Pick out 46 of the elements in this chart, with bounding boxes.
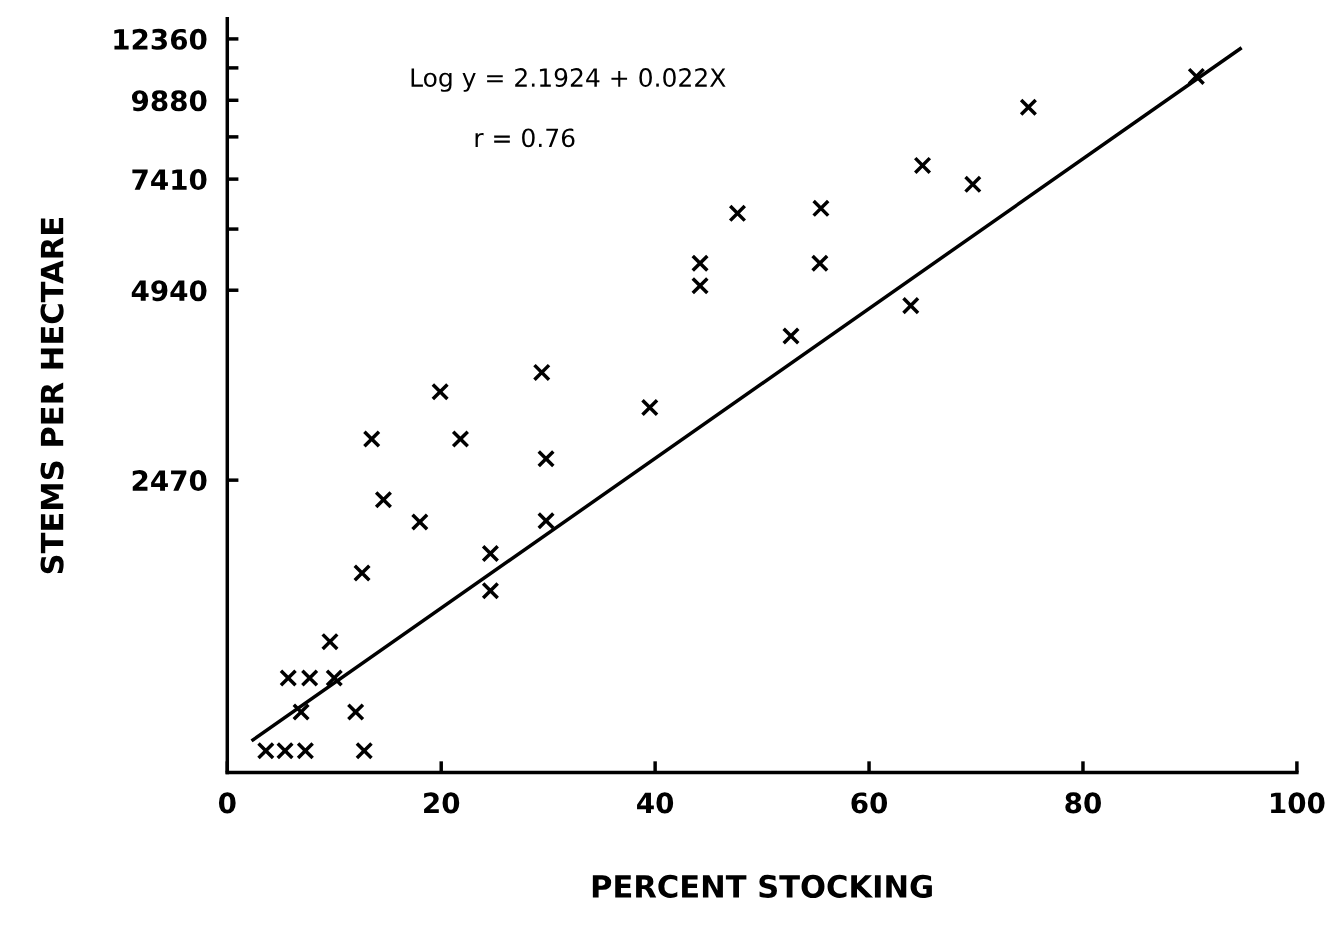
point: [1187, 67, 1206, 86]
x-tick-label: 100: [1271, 792, 1325, 814]
point: [320, 632, 339, 651]
x-axis-title: PERCENT STOCKING: [592, 874, 932, 898]
x-tick-label: 80: [1065, 792, 1101, 814]
point: [346, 702, 365, 721]
point: [901, 296, 920, 315]
point: [451, 429, 470, 449]
point: [691, 254, 710, 273]
y-tick-label: 7410: [132, 169, 207, 191]
point: [374, 490, 393, 509]
point: [532, 363, 551, 382]
x-tick-label: 60: [851, 792, 888, 814]
x-tick-label: 20: [424, 792, 460, 814]
point: [691, 276, 710, 295]
point: [431, 382, 450, 401]
y-tick-label: 9880: [131, 90, 207, 112]
point: [410, 512, 429, 532]
point: [300, 668, 319, 687]
point: [362, 429, 381, 449]
point: [728, 204, 747, 223]
point: [353, 563, 372, 583]
y-tick-label: 4940: [131, 280, 207, 302]
y-tick-label: 2470: [132, 470, 207, 492]
annotation: Log y = 2.1924 + 0.022X: [411, 68, 726, 92]
annotation: r = 0.76: [475, 128, 575, 148]
point: [279, 668, 298, 687]
point: [355, 741, 374, 760]
point: [292, 702, 311, 721]
point: [781, 326, 800, 346]
point: [963, 175, 982, 194]
x-tick-label: 40: [637, 792, 674, 814]
point: [1019, 98, 1038, 117]
point: [325, 668, 344, 687]
point: [481, 544, 500, 563]
y-axis-title: STEMS PER HECTARE: [40, 218, 64, 574]
point: [810, 254, 829, 273]
point: [537, 511, 556, 530]
x-tick-label: 0: [218, 792, 236, 814]
point: [537, 449, 556, 468]
point: [811, 199, 830, 218]
y-tick-label: 12360: [114, 28, 207, 50]
point: [296, 741, 315, 760]
point: [913, 156, 932, 175]
point: [481, 581, 500, 600]
point: [640, 398, 659, 417]
